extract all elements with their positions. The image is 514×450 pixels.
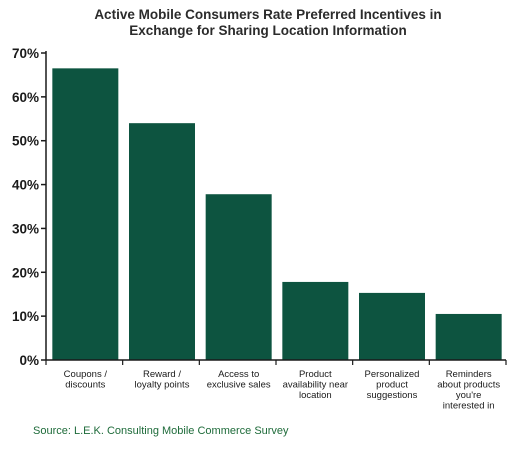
y-axis-ticks: 0% 10% 20% 30% 40% 50% 60% 70% xyxy=(12,46,46,368)
x-category-label-line: location xyxy=(299,390,332,401)
x-category-label: Coupons / discounts xyxy=(64,369,108,391)
x-axis-categories: Coupons / discounts Reward / loyalty points… xyxy=(64,369,501,412)
y-tick-label: 60% xyxy=(12,90,39,105)
chart-title-line: Active Mobile Consumers Rate Preferred I… xyxy=(94,7,441,22)
bar xyxy=(435,313,502,360)
bar xyxy=(52,68,119,360)
x-category-label-line: exclusive sales xyxy=(207,380,271,391)
x-category-label-line: Reminders xyxy=(446,369,492,380)
x-category-label-line: loyalty points xyxy=(135,380,190,391)
x-category-label-line: suggestions xyxy=(367,390,418,401)
x-category-label: Reward / loyalty points xyxy=(135,369,190,391)
x-category-label-line: discounts xyxy=(65,380,105,391)
x-category-label-line: availability near xyxy=(283,380,348,391)
source-note: Source: L.E.K. Consulting Mobile Commerc… xyxy=(33,425,289,437)
x-category-label-line: Access to xyxy=(218,369,259,380)
x-category-label: Product availability near location xyxy=(283,369,348,401)
x-category-label: Personalized product suggestions xyxy=(365,369,420,401)
bars xyxy=(52,68,502,361)
bar xyxy=(359,292,425,360)
x-category-label: Access to exclusive sales xyxy=(207,369,271,391)
x-category-label-line: product xyxy=(376,380,408,391)
chart-title-line: Exchange for Sharing Location Informatio… xyxy=(129,23,407,38)
x-category-label-line: Reward / xyxy=(143,369,181,380)
y-tick-label: 0% xyxy=(19,353,39,368)
axes xyxy=(45,51,507,365)
y-tick-label: 50% xyxy=(12,134,39,149)
bar xyxy=(282,281,349,360)
x-category-label-line: about products xyxy=(437,380,500,391)
y-tick-label: 40% xyxy=(12,178,39,193)
x-category-label: Reminders about products you're interested … xyxy=(437,369,500,412)
chart-title: Active Mobile Consumers Rate Preferred I… xyxy=(94,7,441,38)
y-tick-label: 30% xyxy=(12,221,39,236)
bar xyxy=(205,194,272,360)
x-category-label-line: Product xyxy=(299,369,332,380)
x-category-label-line: Personalized xyxy=(365,369,420,380)
x-category-label-line: interested in xyxy=(443,401,495,412)
x-category-label-line: Coupons / xyxy=(64,369,108,380)
y-tick-label: 20% xyxy=(12,265,39,280)
x-category-label-line: you're xyxy=(456,390,482,401)
y-tick-label: 10% xyxy=(12,309,39,324)
bar xyxy=(129,123,195,361)
y-tick-label: 70% xyxy=(12,46,39,61)
